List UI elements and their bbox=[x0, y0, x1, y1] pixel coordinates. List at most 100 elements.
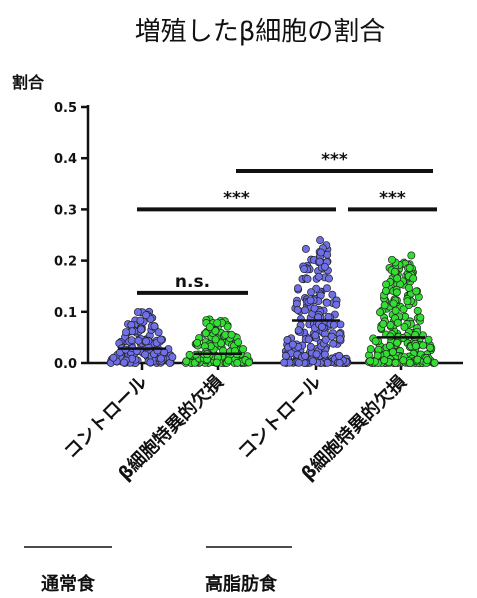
data-point bbox=[322, 298, 331, 307]
data-point bbox=[376, 308, 384, 317]
y-tick-label: 0.3 bbox=[54, 203, 77, 218]
data-point bbox=[399, 356, 408, 365]
data-point bbox=[136, 316, 145, 325]
data-point bbox=[227, 330, 236, 339]
data-point bbox=[318, 322, 326, 331]
data-point bbox=[245, 358, 253, 367]
data-point bbox=[301, 306, 309, 315]
data-point bbox=[329, 339, 338, 348]
data-point bbox=[223, 322, 232, 331]
data-point bbox=[393, 318, 402, 327]
data-point bbox=[388, 348, 397, 357]
data-point bbox=[405, 264, 414, 272]
data-point bbox=[122, 328, 130, 337]
data-point bbox=[182, 357, 191, 366]
x-category-label: コントロール bbox=[234, 372, 325, 463]
data-point bbox=[329, 320, 338, 329]
data-point bbox=[316, 236, 324, 245]
plot-area: 0.00.10.20.30.40.5n.s.*** ******コントロールβ細胞… bbox=[24, 101, 463, 595]
data-point bbox=[217, 339, 225, 348]
data-point bbox=[211, 335, 220, 344]
data-point bbox=[430, 358, 439, 367]
y-tick-label: 0.5 bbox=[54, 101, 77, 116]
data-point bbox=[293, 284, 302, 293]
data-point bbox=[336, 320, 345, 329]
data-point bbox=[404, 283, 413, 292]
data-point bbox=[294, 358, 303, 367]
group-label: 通常食 bbox=[41, 573, 96, 595]
data-point bbox=[224, 356, 233, 365]
data-point bbox=[390, 267, 399, 276]
data-point bbox=[288, 340, 297, 349]
data-point bbox=[109, 353, 118, 362]
data-point bbox=[393, 274, 402, 283]
data-point bbox=[233, 358, 242, 367]
data-point bbox=[141, 350, 150, 359]
data-point bbox=[234, 338, 243, 347]
data-point bbox=[335, 351, 344, 360]
data-point bbox=[280, 358, 289, 367]
data-point bbox=[150, 322, 159, 331]
y-tick-label: 0.2 bbox=[54, 255, 77, 270]
data-point bbox=[303, 275, 312, 283]
data-point bbox=[392, 288, 401, 297]
data-point bbox=[403, 297, 412, 306]
data-point bbox=[416, 313, 425, 322]
data-point bbox=[424, 335, 433, 344]
data-point bbox=[320, 262, 329, 271]
y-tick-label: 0.4 bbox=[54, 152, 77, 167]
significance-label: *** bbox=[379, 188, 406, 208]
y-tick-label: 0.1 bbox=[54, 306, 77, 321]
data-point bbox=[409, 274, 418, 283]
data-point bbox=[379, 319, 388, 328]
group-label: 高脂肪食 bbox=[205, 573, 278, 595]
data-point bbox=[300, 265, 309, 273]
data-point bbox=[193, 338, 202, 347]
data-point bbox=[213, 319, 222, 327]
data-point bbox=[321, 335, 330, 344]
data-point bbox=[335, 359, 344, 367]
significance-label: n.s. bbox=[175, 272, 210, 292]
data-point bbox=[212, 358, 221, 367]
data-point bbox=[323, 358, 332, 367]
data-point bbox=[281, 351, 290, 360]
data-point bbox=[137, 325, 146, 334]
data-point bbox=[336, 335, 344, 344]
data-point bbox=[304, 335, 313, 344]
data-point bbox=[308, 357, 317, 366]
chart-title: 増殖したβ細胞の割合 bbox=[135, 17, 386, 47]
data-point bbox=[157, 354, 165, 363]
data-point bbox=[201, 329, 210, 338]
data-point bbox=[381, 286, 390, 295]
data-point bbox=[380, 356, 389, 365]
data-point bbox=[142, 311, 150, 320]
data-point bbox=[391, 358, 400, 367]
data-point bbox=[316, 248, 325, 257]
data-point bbox=[283, 336, 292, 344]
data-point bbox=[146, 358, 155, 367]
data-point bbox=[328, 290, 337, 299]
data-point bbox=[388, 255, 396, 264]
data-point bbox=[211, 326, 220, 335]
data-point bbox=[294, 326, 303, 335]
data-point bbox=[185, 350, 194, 359]
data-point bbox=[393, 338, 402, 347]
data-point bbox=[142, 337, 150, 346]
data-point bbox=[311, 331, 320, 340]
data-point bbox=[366, 357, 375, 366]
data-point bbox=[154, 328, 163, 337]
data-point bbox=[426, 343, 435, 352]
data-point bbox=[133, 308, 142, 317]
data-point bbox=[307, 288, 315, 297]
data-point bbox=[157, 335, 165, 344]
data-point bbox=[407, 251, 416, 260]
data-point bbox=[423, 356, 432, 365]
data-point bbox=[325, 274, 333, 283]
significance-label: *** bbox=[223, 188, 250, 208]
data-point bbox=[239, 345, 248, 354]
data-point bbox=[301, 352, 310, 360]
data-point bbox=[320, 350, 329, 359]
data-point bbox=[205, 323, 214, 331]
data-point bbox=[323, 284, 331, 293]
